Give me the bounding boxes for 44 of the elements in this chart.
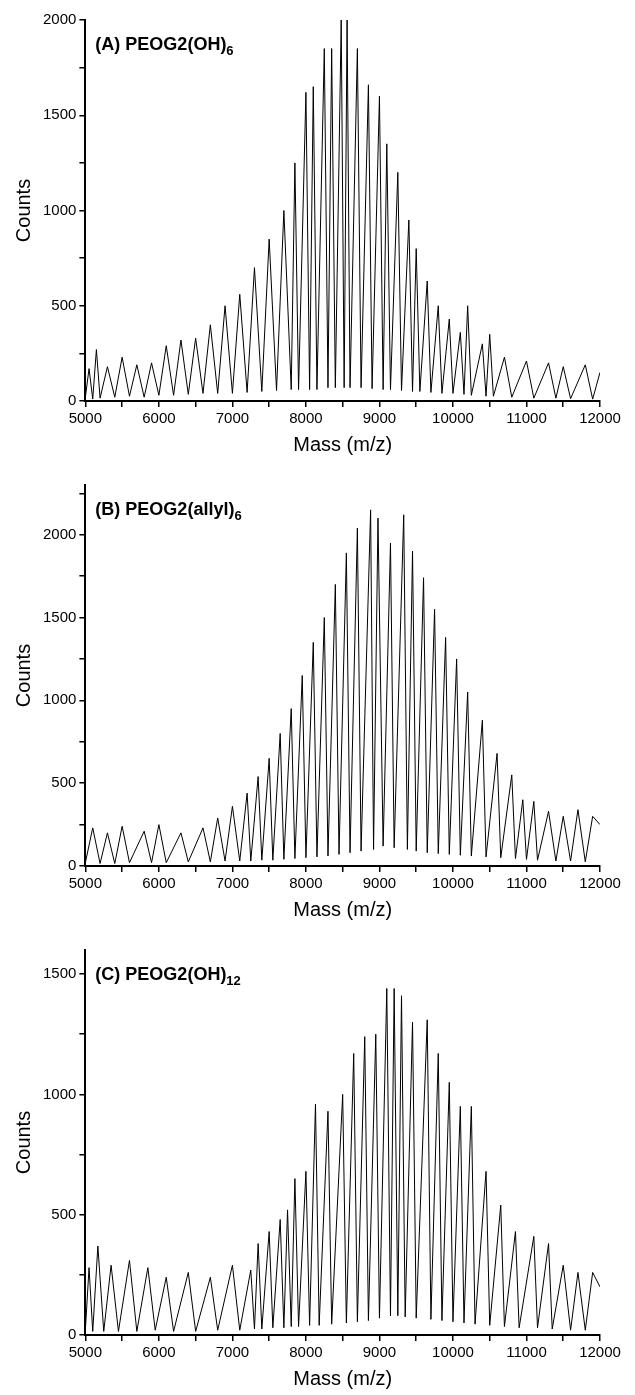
x-tick-label: 9000 (362, 409, 397, 427)
y-tick-label: 500 (51, 295, 77, 313)
x-tick-label: 12000 (579, 874, 621, 892)
x-tick-label: 7000 (215, 1343, 250, 1361)
y-tick-label: 500 (51, 1204, 77, 1222)
y-axis-title: Counts (11, 1110, 34, 1175)
y-tick-label: 2000 (42, 10, 77, 28)
x-tick-label: 11000 (506, 1343, 547, 1361)
x-tick-label: 11000 (506, 409, 547, 427)
x-tick-label: 10000 (432, 409, 474, 427)
x-tick-label: 7000 (215, 409, 250, 427)
y-tick-label: 0 (68, 391, 77, 409)
y-tick-label: 500 (51, 773, 77, 791)
y-tick-label: 1500 (42, 964, 77, 982)
y-tick-label: 0 (68, 1325, 77, 1343)
y-tick-label: 0 (68, 856, 77, 874)
y-tick-label: 1500 (42, 105, 77, 123)
x-tick-label: 5000 (68, 409, 103, 427)
x-tick-label: 12000 (579, 409, 621, 427)
x-tick-label: 5000 (68, 874, 103, 892)
x-tick-label: 6000 (142, 1343, 176, 1361)
x-tick-label: 5000 (68, 1343, 103, 1361)
x-tick-label: 9000 (362, 874, 397, 892)
x-tick-label: 8000 (289, 874, 323, 892)
y-tick-label: 1500 (42, 607, 77, 625)
x-tick-label: 8000 (289, 409, 323, 427)
x-tick-label: 9000 (362, 1343, 397, 1361)
x-tick-label: 11000 (506, 874, 547, 892)
x-axis-title: Mass (m/z) (293, 432, 393, 455)
x-tick-label: 12000 (579, 1343, 621, 1361)
x-tick-label: 6000 (142, 874, 176, 892)
x-tick-label: 10000 (432, 1343, 474, 1361)
y-tick-label: 1000 (42, 690, 77, 708)
y-tick-label: 1000 (42, 200, 77, 218)
x-axis-title: Mass (m/z) (293, 897, 393, 920)
x-tick-label: 7000 (215, 874, 250, 892)
x-tick-label: 8000 (289, 1343, 323, 1361)
y-axis-title: Counts (11, 643, 34, 708)
y-axis-title: Counts (11, 178, 34, 243)
y-tick-label: 2000 (42, 524, 77, 542)
x-tick-label: 10000 (432, 874, 474, 892)
x-axis-title: Mass (m/z) (293, 1366, 393, 1389)
x-tick-label: 6000 (142, 409, 176, 427)
y-tick-label: 1000 (42, 1084, 77, 1102)
